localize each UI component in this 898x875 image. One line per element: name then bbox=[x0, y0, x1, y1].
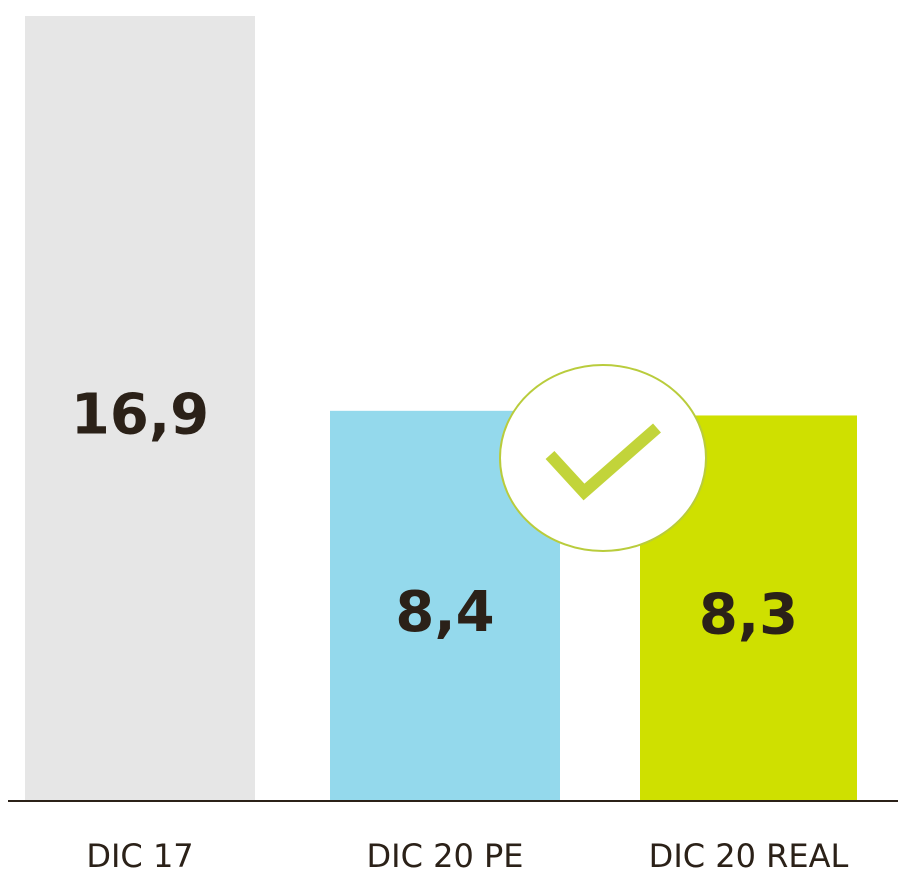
x-tick-label: DIC 20 REAL bbox=[649, 837, 849, 875]
value-label: 16,9 bbox=[71, 383, 209, 448]
badge-circle bbox=[499, 364, 707, 552]
check-mark bbox=[545, 423, 661, 501]
x-tick-label: DIC 17 bbox=[86, 837, 193, 875]
value-label: 8,3 bbox=[699, 582, 798, 647]
check-badge bbox=[499, 364, 707, 552]
labels: 16,9 DIC 17 8,4 DIC 20 PE 8,3 DIC 20 REAL bbox=[71, 383, 849, 875]
x-tick-label: DIC 20 PE bbox=[367, 837, 524, 875]
value-label: 8,4 bbox=[395, 580, 494, 645]
bar bbox=[25, 16, 255, 801]
